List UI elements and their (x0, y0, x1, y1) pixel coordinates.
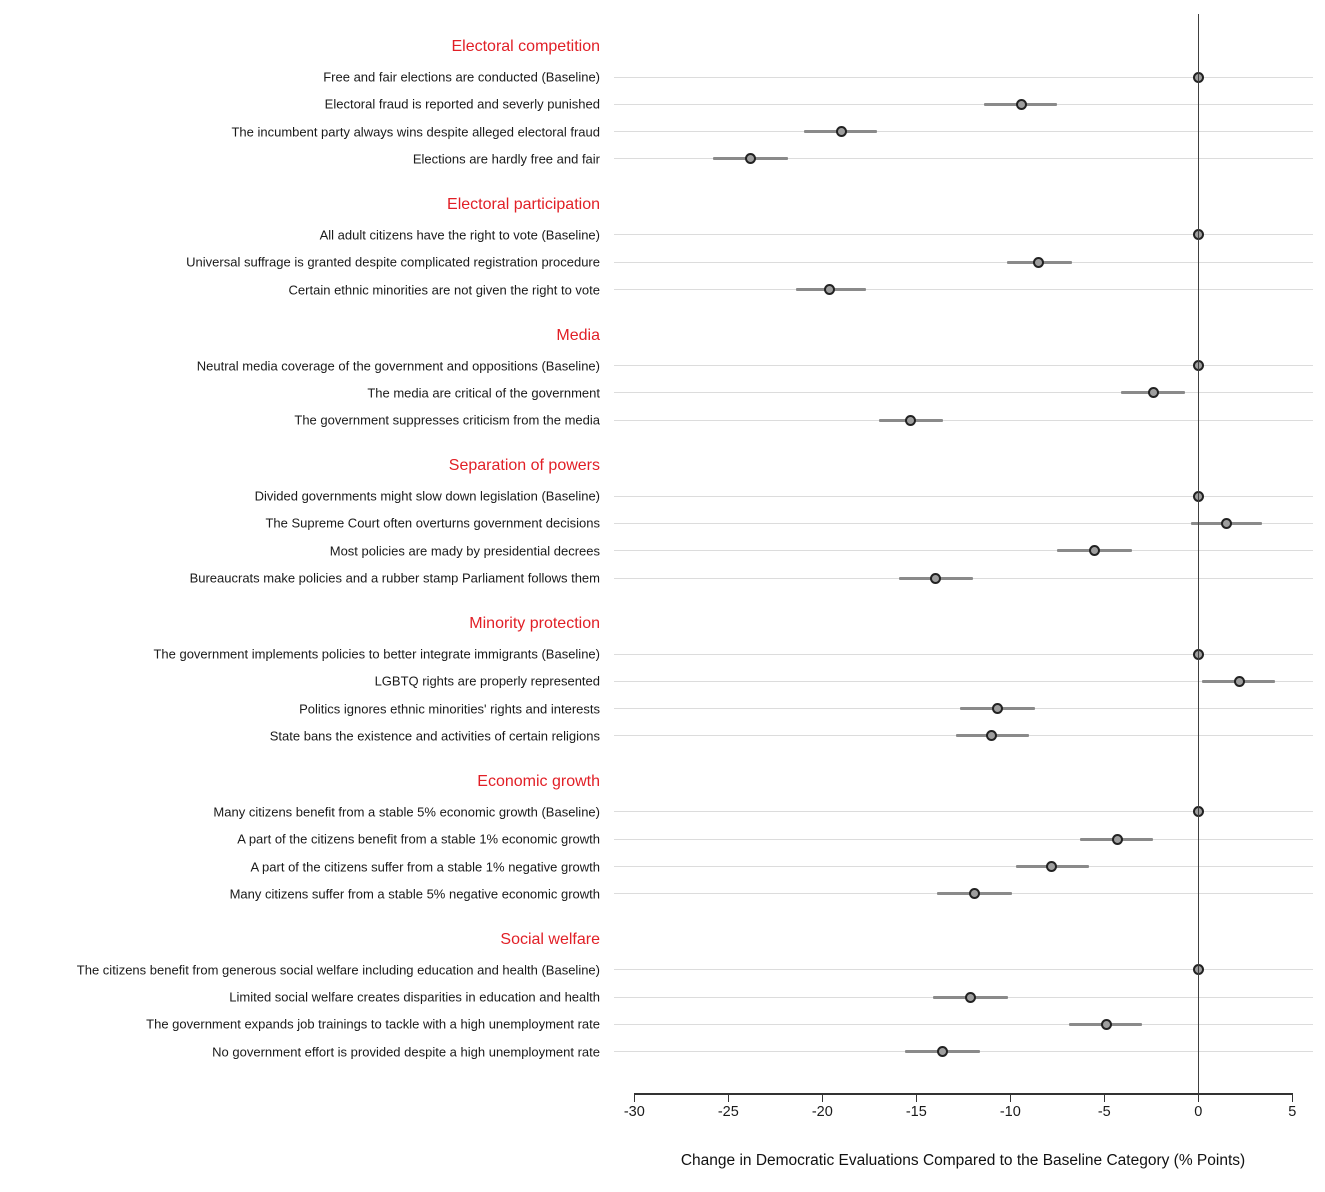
point-estimate (965, 991, 977, 1003)
row-label: Elections are hardly free and fair (412, 151, 600, 167)
point-estimate (991, 703, 1003, 715)
row-label-baseline: Many citizens benefit from a stable 5% e… (213, 804, 600, 820)
point-estimate (929, 572, 941, 584)
x-axis-tick-label: -30 (623, 1104, 645, 1120)
row-label: Most policies are mady by presidential d… (329, 543, 600, 559)
row-gridline (614, 261, 1313, 263)
row-label: The media are critical of the government (367, 385, 600, 401)
row-gridline (614, 419, 1313, 421)
row-label: The government suppresses criticism from… (294, 412, 600, 428)
row-label: Limited social welfare creates dispariti… (229, 989, 600, 1005)
row-label: The incumbent party always wins despite … (231, 124, 600, 140)
row-gridline (614, 158, 1313, 160)
point-estimate (969, 888, 981, 900)
x-axis-tick (1291, 1093, 1294, 1102)
row-gridline (614, 365, 1313, 366)
point-estimate (937, 1046, 949, 1058)
point-estimate (905, 414, 917, 426)
x-axis-tick (915, 1093, 918, 1102)
point-estimate (1046, 861, 1058, 872)
point-estimate (986, 730, 997, 742)
row-label: Many citizens suffer from a stable 5% ne… (229, 886, 600, 902)
x-axis-tick-label: -15 (905, 1104, 927, 1120)
x-axis-tick-label: -10 (999, 1104, 1021, 1120)
point-estimate (1234, 675, 1246, 687)
x-axis-tick (1009, 1093, 1012, 1102)
row-label: Bureaucrats make policies and a rubber s… (189, 570, 600, 586)
row-gridline (614, 1023, 1313, 1025)
row-label: No government effort is provided despite… (212, 1044, 600, 1060)
row-label-baseline: Free and fair elections are conducted (B… (323, 69, 600, 85)
row-label-baseline: The government implements policies to be… (153, 646, 600, 662)
x-axis-tick-label: -25 (717, 1104, 739, 1120)
section-header: Separation of powers (448, 457, 600, 475)
point-estimate (1033, 256, 1044, 268)
x-axis-tick-label: -5 (1097, 1104, 1111, 1120)
row-label: A part of the citizens benefit from a st… (237, 831, 600, 847)
row-gridline (614, 392, 1313, 394)
zero-reference-line (1197, 14, 1200, 1102)
row-label-baseline: Neutral media coverage of the government… (196, 358, 600, 373)
x-axis-tick-label: 0 (1194, 1104, 1203, 1120)
row-gridline (614, 838, 1313, 840)
point-estimate (1221, 517, 1232, 529)
row-gridline (614, 522, 1313, 524)
row-label-baseline: Divided governments might slow down legi… (254, 488, 600, 504)
row-label: State bans the existence and activities … (269, 728, 600, 744)
point-estimate (835, 126, 847, 138)
section-header: Electoral competition (451, 38, 600, 55)
row-label: Certain ethnic minorities are not given … (288, 282, 600, 297)
point-estimate (745, 153, 757, 165)
x-axis-tick-label: -20 (811, 1104, 833, 1120)
point-estimate (1089, 545, 1101, 557)
section-header: Social welfare (500, 930, 600, 948)
row-gridline (614, 866, 1313, 867)
x-axis-tick-label: 5 (1288, 1104, 1297, 1120)
row-label: The government expands job trainings to … (146, 1016, 600, 1032)
row-gridline (614, 811, 1313, 813)
row-gridline (614, 680, 1313, 682)
point-estimate (1100, 1018, 1112, 1030)
row-gridline (614, 234, 1313, 236)
row-gridline (614, 76, 1313, 78)
row-gridline (614, 131, 1313, 133)
x-axis-tick (633, 1093, 636, 1102)
section-header: Electoral participation (447, 195, 600, 213)
row-label: Politics ignores ethnic minorities' righ… (299, 701, 600, 717)
row-gridline (614, 653, 1313, 655)
section-header: Economic growth (477, 772, 600, 790)
row-label-baseline: The citizens benefit from generous socia… (76, 962, 600, 978)
row-gridline (614, 495, 1313, 497)
row-label: Electoral fraud is reported and severly … (324, 96, 600, 112)
row-gridline (614, 969, 1313, 971)
row-gridline (614, 550, 1313, 552)
point-estimate (1147, 387, 1159, 399)
x-axis-title: Change in Democratic Evaluations Compare… (680, 1152, 1246, 1169)
row-label: A part of the citizens suffer from a sta… (250, 859, 600, 874)
point-estimate (824, 284, 836, 295)
row-label: Universal suffrage is granted despite co… (186, 254, 600, 270)
x-axis-tick (727, 1093, 730, 1102)
x-axis-line (633, 1093, 1293, 1095)
x-axis-tick (821, 1093, 824, 1102)
point-estimate (1111, 833, 1123, 845)
row-gridline (614, 289, 1313, 290)
point-estimate (1016, 98, 1028, 110)
section-header: Minority protection (469, 615, 600, 632)
row-label: The Supreme Court often overturns govern… (265, 515, 600, 531)
row-label-baseline: All adult citizens have the right to vot… (319, 227, 600, 243)
row-label: LGBTQ rights are properly represented (374, 673, 600, 689)
row-gridline (614, 103, 1313, 105)
section-header: Media (556, 326, 600, 344)
x-axis-tick (1197, 1093, 1200, 1102)
x-axis-tick (1103, 1093, 1106, 1102)
